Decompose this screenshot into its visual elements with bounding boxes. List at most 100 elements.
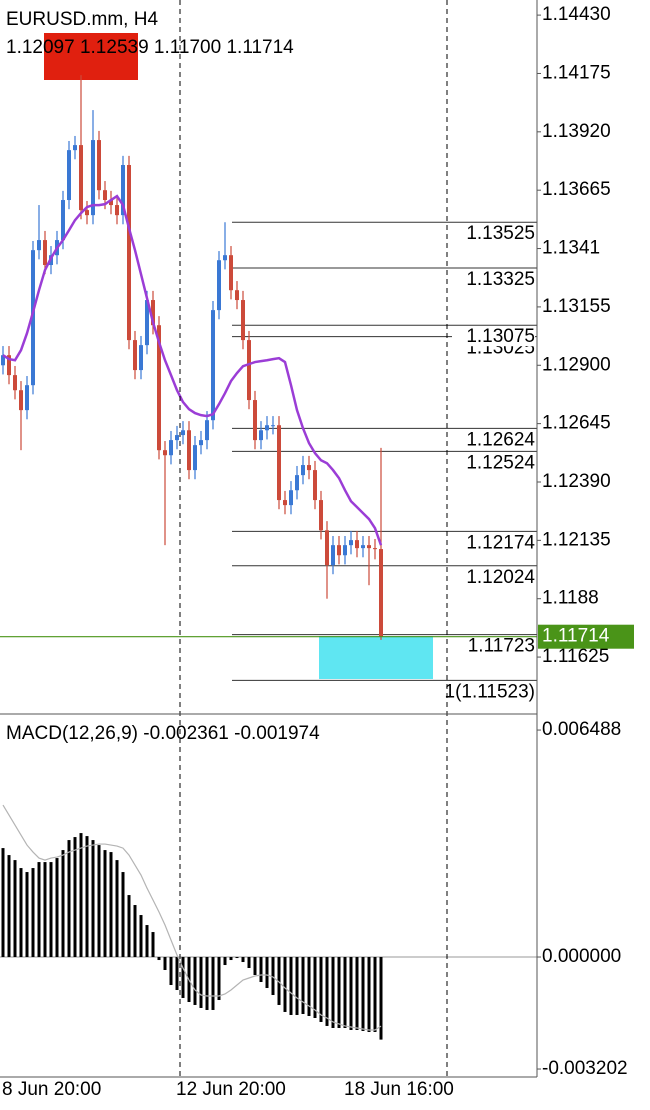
macd-bar xyxy=(181,957,185,998)
candle-body xyxy=(175,435,179,441)
candle-body xyxy=(193,445,197,471)
macd-bar xyxy=(277,957,281,1005)
candle-body xyxy=(163,450,167,456)
macd-bar xyxy=(265,957,269,989)
fib-label-bg xyxy=(452,453,535,473)
macd-bar xyxy=(31,868,35,958)
macd-bar xyxy=(193,957,197,1005)
y-tick-label: 1.12645 xyxy=(542,413,611,434)
macd-bar xyxy=(169,957,173,986)
x-tick-label: 12 Jun 20:00 xyxy=(176,1079,286,1100)
indicator-title: MACD(12,26,9) -0.002361 -0.001974 xyxy=(6,723,320,744)
candle-body xyxy=(241,300,245,341)
candle-body xyxy=(229,255,233,291)
candle-body xyxy=(247,340,251,401)
candle-body xyxy=(223,255,227,261)
y-tick-label: 0.000000 xyxy=(542,946,621,967)
y-tick-label: 1.1341 xyxy=(542,238,600,259)
macd-bar xyxy=(211,957,215,1010)
macd-bar xyxy=(319,957,323,1022)
candle-body xyxy=(139,345,143,371)
fib-label: 1.13525 xyxy=(466,223,535,244)
macd-bar xyxy=(307,957,311,1016)
macd-bar xyxy=(361,957,365,1031)
fib-label: 1.13325 xyxy=(466,269,535,290)
candle-body xyxy=(187,430,191,471)
candle-body xyxy=(277,425,281,501)
macd-bar xyxy=(259,957,263,982)
candle-body xyxy=(235,290,239,301)
candle-body xyxy=(79,145,83,211)
macd-bar xyxy=(373,957,377,1032)
y-tick-label: 0.006488 xyxy=(542,719,621,740)
candle-body xyxy=(283,500,287,506)
y-tick-label: 1.14430 xyxy=(542,4,611,25)
candle-body xyxy=(13,375,17,391)
quote-line: 1.12097 1.12539 1.11700 1.11714 xyxy=(6,37,294,58)
candle-body xyxy=(73,145,77,151)
macd-bar xyxy=(49,862,53,958)
macd-bar xyxy=(103,850,107,958)
macd-bar xyxy=(367,957,371,1032)
macd-bar xyxy=(79,833,83,958)
macd-bar xyxy=(151,932,155,958)
candle-body xyxy=(61,200,65,241)
macd-bar xyxy=(73,837,77,958)
candle-body xyxy=(313,470,317,501)
y-tick-label: 1.13920 xyxy=(542,121,611,142)
candle-body xyxy=(325,530,329,566)
y-tick-label: 1.1188 xyxy=(542,588,599,609)
candle-body xyxy=(31,250,35,386)
macd-bar xyxy=(19,868,23,958)
macd-bar xyxy=(115,860,119,958)
candle-body xyxy=(85,210,89,216)
x-tick-label: 18 Jun 16:00 xyxy=(344,1079,454,1100)
fib-label-bg xyxy=(452,567,535,587)
macd-bar xyxy=(175,957,179,991)
candle-body xyxy=(253,400,257,441)
macd-bar xyxy=(85,836,89,958)
macd-bar xyxy=(253,957,257,975)
y-tick-label: 1.12900 xyxy=(542,354,611,375)
macd-bar xyxy=(25,872,29,958)
fib-label: 1.11723 xyxy=(468,636,535,657)
macd-bar xyxy=(61,850,65,958)
macd-bar xyxy=(379,957,383,1040)
macd-bar xyxy=(205,957,209,1010)
macd-bar xyxy=(163,957,167,970)
fib-label: 1.12174 xyxy=(466,532,535,553)
signal-line xyxy=(2,804,382,1031)
candle-body xyxy=(151,300,155,326)
y-tick-label: 1.13155 xyxy=(542,296,611,317)
fib-label-bg xyxy=(452,224,535,244)
candle-body xyxy=(127,165,131,341)
macd-bar xyxy=(283,957,287,1012)
moving-average xyxy=(2,194,383,546)
macd-bar xyxy=(217,957,221,1001)
candle-body xyxy=(169,440,173,456)
macd-bar xyxy=(199,957,203,1008)
macd-bar xyxy=(121,872,125,958)
macd-bar xyxy=(301,957,305,1014)
candle-body xyxy=(259,430,263,441)
macd-bar xyxy=(313,957,317,1018)
macd-bar xyxy=(157,957,161,961)
candle-body xyxy=(289,490,293,506)
candle-body xyxy=(1,355,5,366)
macd-bar xyxy=(325,957,329,1026)
macd-bar xyxy=(355,957,359,1030)
macd-bar xyxy=(289,957,293,1015)
fib-label-bg xyxy=(452,682,535,702)
y-tick-label: 1.12390 xyxy=(542,471,611,492)
fib-label: 1.12624 xyxy=(466,429,535,450)
macd-bar xyxy=(241,957,245,963)
fib-label-bg xyxy=(452,327,535,347)
candle-body xyxy=(7,355,11,376)
bid-label-bg xyxy=(538,624,634,649)
candle-body xyxy=(355,540,359,549)
macd-bar xyxy=(13,860,17,958)
candle-body xyxy=(319,500,323,531)
candle-body xyxy=(211,310,215,421)
